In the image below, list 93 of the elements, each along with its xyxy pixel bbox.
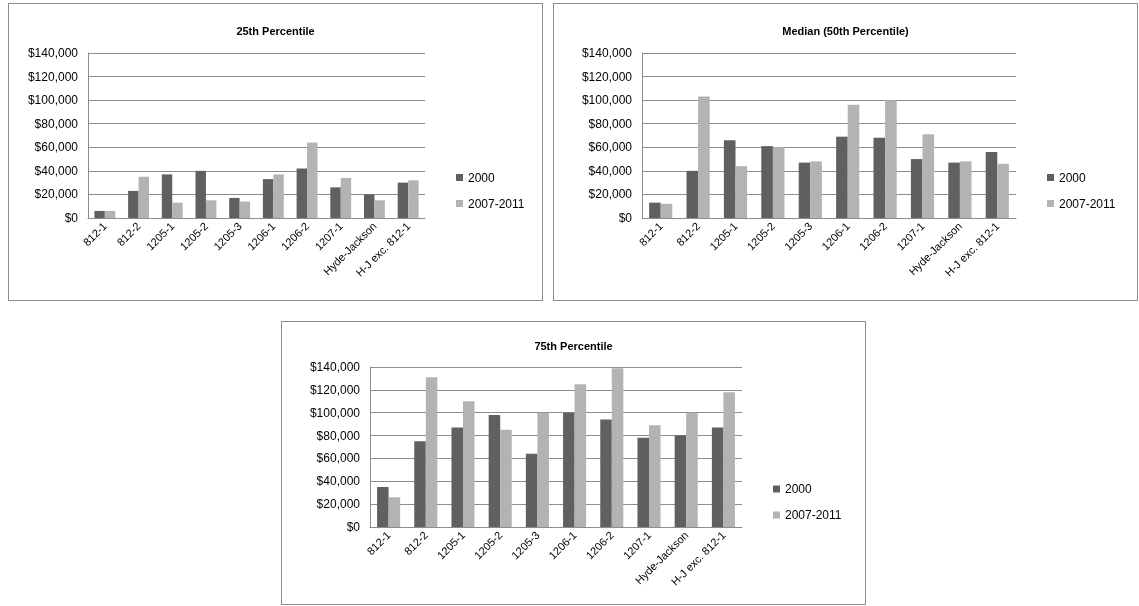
bar (959, 161, 972, 218)
bar (772, 147, 785, 218)
y-tick-label: $120,000 (309, 382, 361, 397)
y-tick-label: $0 (618, 211, 633, 225)
bar (686, 170, 699, 218)
legend-label: 2000 (785, 482, 813, 496)
bar (649, 202, 661, 218)
chart-title: 75th Percentile (534, 339, 613, 352)
bar (195, 170, 206, 218)
y-tick-label: $40,000 (34, 163, 79, 178)
y-tick-label: $20,000 (316, 497, 361, 512)
bar (488, 415, 501, 527)
bar (229, 197, 240, 218)
bar (172, 202, 183, 218)
bar (500, 429, 512, 527)
bar (836, 136, 848, 218)
bar (997, 163, 1009, 218)
bar (451, 427, 463, 527)
bar (262, 179, 274, 218)
bar (660, 203, 673, 218)
y-tick-label: $0 (64, 211, 79, 225)
chart-title: Median (50th Percentile) (782, 24, 910, 37)
bar (525, 453, 538, 527)
y-tick-label: $140,000 (581, 46, 633, 60)
bar (161, 174, 173, 218)
bar (94, 210, 105, 218)
chart-title: 25th Percentile (236, 24, 315, 37)
y-tick-label: $100,000 (27, 93, 79, 108)
bar (649, 425, 661, 527)
bar (885, 100, 897, 218)
bar (463, 401, 475, 527)
y-tick-label: $80,000 (34, 116, 79, 131)
bar (330, 187, 341, 218)
bar (414, 441, 426, 527)
bar (711, 427, 724, 527)
bar (397, 182, 409, 218)
bar (948, 162, 960, 218)
bar (761, 146, 773, 218)
y-tick-label: $20,000 (34, 187, 79, 202)
y-tick-label: $60,000 (34, 140, 79, 155)
bar (128, 190, 139, 218)
bar (537, 412, 549, 527)
y-tick-label: $120,000 (27, 69, 79, 84)
bar (600, 419, 612, 527)
bar (364, 194, 375, 218)
legend-label: 2007-2011 (468, 196, 525, 211)
bar (377, 487, 389, 527)
y-tick-label: $60,000 (316, 451, 361, 466)
legend-label: 2007-2011 (785, 508, 842, 522)
bar (205, 200, 217, 218)
bar (847, 104, 860, 218)
y-tick-label: $40,000 (316, 474, 361, 489)
y-tick-label: $140,000 (309, 360, 361, 374)
bar (723, 140, 736, 218)
bar (810, 161, 822, 218)
bar (425, 377, 438, 527)
bar (296, 168, 308, 218)
y-tick-label: $80,000 (588, 116, 633, 131)
bar (104, 210, 116, 218)
legend-label: 2000 (468, 170, 496, 185)
bar (374, 200, 385, 218)
bar (239, 201, 251, 218)
legend-label: 2000 (1059, 170, 1087, 185)
bar (873, 137, 886, 218)
bar (674, 435, 687, 527)
y-tick-label: $20,000 (588, 187, 633, 202)
bar (563, 412, 575, 527)
y-tick-label: $60,000 (588, 140, 633, 155)
y-tick-label: $100,000 (581, 93, 633, 108)
bar (340, 177, 352, 218)
y-tick-label: $40,000 (588, 163, 633, 178)
y-tick-label: $100,000 (309, 405, 361, 420)
bar (611, 368, 624, 527)
bar (138, 176, 149, 218)
bar (735, 166, 748, 218)
bar (798, 162, 811, 218)
y-tick-label: $140,000 (27, 46, 79, 60)
bar (574, 384, 587, 527)
bar (273, 174, 284, 218)
bar (723, 392, 735, 527)
y-tick-label: $120,000 (581, 69, 633, 84)
legend-label: 2007-2011 (1059, 196, 1116, 211)
y-tick-label: $0 (346, 520, 361, 534)
y-tick-label: $80,000 (316, 428, 361, 443)
bar (985, 152, 998, 218)
bar (686, 412, 698, 527)
bar (698, 96, 710, 218)
bar (910, 159, 923, 218)
bar (307, 142, 318, 218)
bar (408, 180, 419, 218)
bar (637, 437, 649, 527)
bar (388, 497, 401, 527)
bar (922, 134, 935, 218)
